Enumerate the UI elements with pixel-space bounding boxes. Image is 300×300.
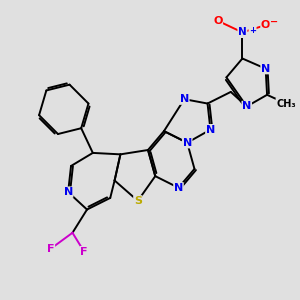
Text: N: N [206, 125, 215, 135]
Text: N: N [242, 101, 251, 111]
Text: N: N [180, 94, 189, 104]
Text: N: N [174, 183, 183, 193]
Text: N: N [261, 64, 270, 74]
Text: F: F [47, 244, 55, 254]
Text: N: N [183, 138, 192, 148]
Text: S: S [134, 196, 142, 206]
Text: N: N [64, 187, 73, 197]
Text: O: O [213, 16, 222, 26]
Text: −: − [270, 17, 278, 27]
Text: CH₃: CH₃ [276, 98, 296, 109]
Text: N: N [238, 27, 247, 38]
Text: F: F [80, 247, 88, 257]
Text: O: O [261, 20, 270, 30]
Text: +: + [249, 26, 256, 35]
